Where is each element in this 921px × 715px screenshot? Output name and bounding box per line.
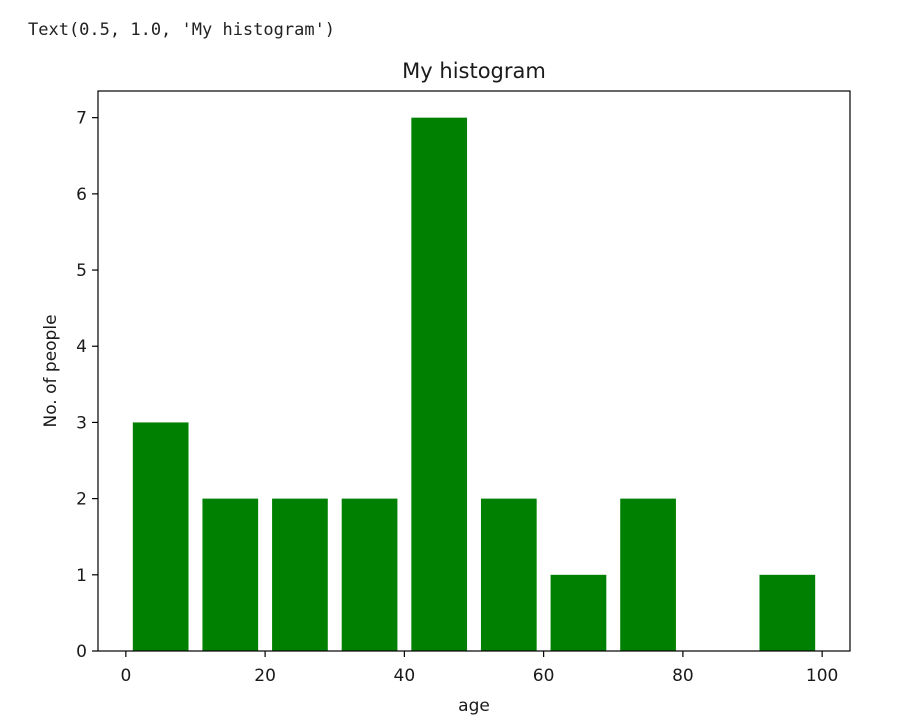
histogram-bar-60-70 — [550, 574, 607, 651]
output-return-value: Text(0.5, 1.0, 'My histogram') — [28, 20, 336, 40]
histogram-bar-90-100 — [759, 574, 816, 651]
histogram-bar-0-10 — [132, 422, 189, 651]
plot-frame — [97, 90, 851, 652]
x-tick-label: 60 — [533, 666, 555, 686]
y-tick-label: 7 — [76, 109, 87, 129]
x-tick-label: 20 — [254, 666, 276, 686]
y-axis: 0 1 2 3 4 5 6 7 — [76, 109, 98, 662]
x-tick-label: 100 — [806, 666, 838, 686]
histogram-bar-70-80 — [620, 498, 676, 651]
histogram-bar-40-50 — [411, 117, 468, 651]
y-tick-label: 2 — [76, 490, 87, 510]
histogram-bar-50-60 — [480, 498, 537, 651]
y-tick-label: 6 — [76, 185, 87, 205]
y-tick-label: 5 — [76, 261, 87, 281]
histogram-bar-10-20 — [202, 498, 259, 651]
x-tick-label: 40 — [394, 666, 416, 686]
chart-title: My histogram — [402, 59, 546, 83]
y-tick-label: 1 — [76, 566, 87, 586]
x-axis: 0 20 40 60 80 100 — [120, 651, 838, 686]
bars-group — [132, 117, 816, 651]
x-tick-label: 0 — [120, 666, 131, 686]
y-tick-label: 3 — [76, 413, 87, 433]
histogram-bar-30-40 — [341, 498, 398, 651]
y-tick-label: 0 — [76, 642, 87, 662]
histogram-bar-20-30 — [272, 498, 328, 651]
y-axis-label: No. of people — [41, 314, 61, 427]
y-tick-label: 4 — [76, 337, 87, 357]
x-axis-label: age — [458, 696, 490, 715]
x-tick-label: 80 — [672, 666, 694, 686]
